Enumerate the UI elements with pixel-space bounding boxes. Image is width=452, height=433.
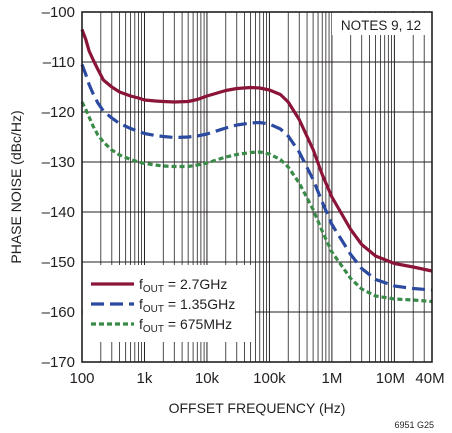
x-tick-label: 1M	[321, 370, 342, 387]
y-tick-label: –100	[42, 4, 75, 21]
y-tick-label: –120	[42, 104, 75, 121]
y-tick-label: –130	[42, 154, 75, 171]
x-tick-label: 10M	[376, 370, 405, 387]
y-tick-label: –150	[42, 254, 75, 271]
x-tick-label: 100k	[253, 370, 286, 387]
x-tick-label: 10k	[195, 370, 220, 387]
y-tick-label: –160	[42, 304, 75, 321]
x-tick-label: 1k	[137, 370, 153, 387]
annotation-text: NOTES 9, 12	[341, 18, 421, 33]
x-tick-labels: 100 1k 10k 100k 1M 10M 40M	[69, 370, 444, 387]
y-tick-label: –110	[43, 54, 75, 71]
figure-id: 6951 G25	[394, 420, 434, 430]
annotation-box	[332, 13, 431, 35]
legend-label-3: fOUT = 675MHz	[139, 316, 232, 335]
legend-label-1: fOUT = 2.7GHz	[139, 276, 227, 295]
series-line-3	[80, 101, 433, 304]
x-tick-label: 100	[69, 370, 94, 387]
y-axis-label: PHASE NOISE (dBc/Hz)	[8, 110, 24, 263]
x-tick-label: 40M	[415, 370, 444, 387]
plot-frame	[81, 11, 433, 363]
y-tick-label: –140	[42, 204, 75, 221]
x-axis-label: OFFSET FREQUENCY (Hz)	[169, 400, 346, 416]
y-tick-labels: –100 –110 –120 –130 –140 –150 –160 –170	[42, 4, 75, 371]
series-line-1	[80, 28, 433, 273]
legend-label-2: fOUT = 1.35GHz	[139, 296, 235, 315]
y-tick-label: –170	[42, 354, 75, 371]
series-line-2	[80, 63, 433, 292]
series-layer	[80, 28, 433, 304]
